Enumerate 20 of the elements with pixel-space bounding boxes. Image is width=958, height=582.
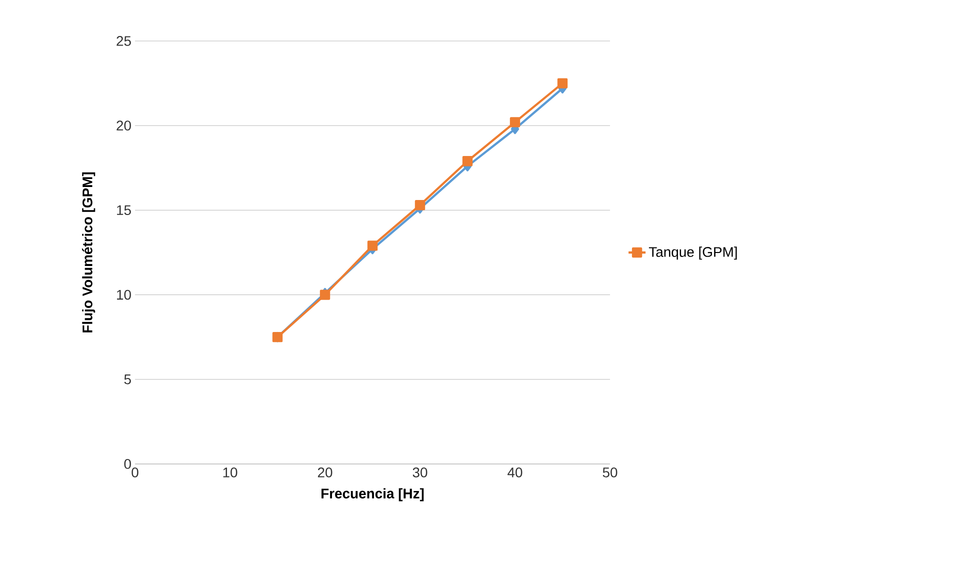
y-tick-label: 0: [124, 459, 131, 469]
y-axis-title: Flujo Volumétrico [GPM]: [82, 172, 96, 332]
y-tick-label: 15: [117, 205, 131, 216]
point: [557, 78, 568, 88]
y-tick-label: 10: [117, 290, 131, 300]
x-tick-label: 20: [318, 467, 332, 478]
x-tick-label: 10: [223, 467, 238, 478]
x-tick-label: 50: [602, 467, 618, 478]
y-tick-label: 20: [116, 120, 131, 131]
x-tick-label: 30: [412, 467, 428, 478]
x-tick-label: 40: [508, 467, 522, 478]
legend-label: Tanque [GPM]: [648, 246, 737, 260]
y-tick-label: 25: [116, 36, 131, 46]
point: [414, 200, 426, 210]
x-tick-label: 0: [132, 467, 138, 478]
point: [462, 156, 473, 166]
x-axis-title: Frecuencia [Hz]: [322, 488, 424, 502]
y-tick-label: 5: [124, 374, 131, 384]
point: [510, 117, 520, 128]
point: [367, 240, 378, 251]
